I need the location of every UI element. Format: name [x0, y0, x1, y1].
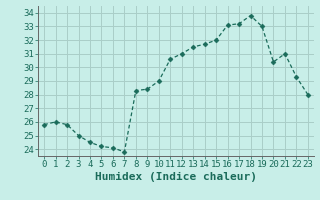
X-axis label: Humidex (Indice chaleur): Humidex (Indice chaleur) [95, 172, 257, 182]
